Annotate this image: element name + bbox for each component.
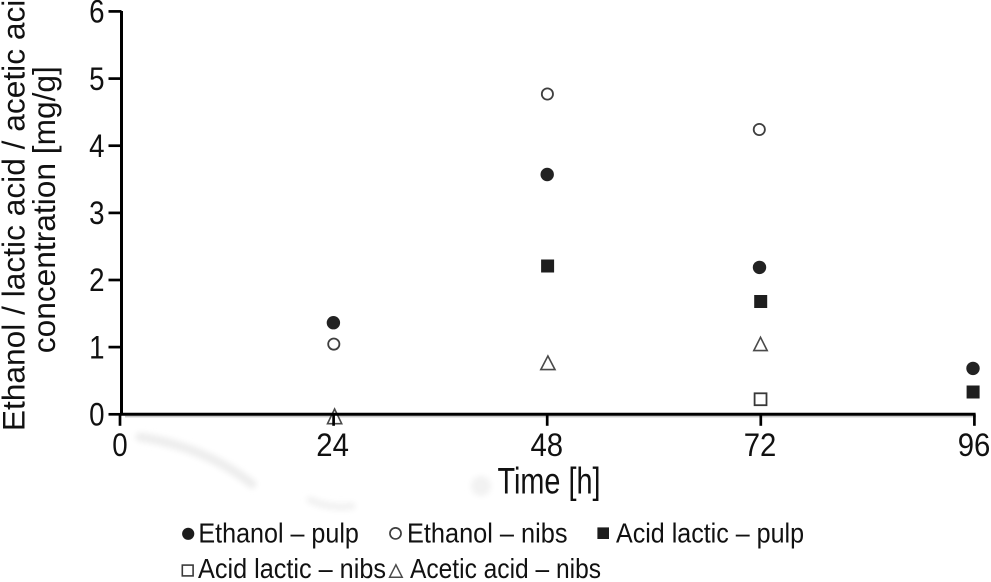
- svg-text:Acid lactic – pulp: Acid lactic – pulp: [616, 517, 804, 548]
- svg-text:concentration [mg/g]: concentration [mg/g]: [26, 66, 62, 353]
- svg-text:4: 4: [89, 128, 104, 164]
- svg-text:24: 24: [316, 427, 349, 463]
- svg-text:0: 0: [112, 427, 127, 463]
- svg-text:5: 5: [89, 61, 104, 97]
- svg-text:48: 48: [531, 427, 564, 463]
- svg-text:3: 3: [89, 195, 104, 231]
- svg-text:Acetic acid – nibs: Acetic acid – nibs: [410, 553, 601, 582]
- svg-text:Ethanol – nibs: Ethanol – nibs: [407, 517, 568, 548]
- svg-text:96: 96: [958, 427, 991, 463]
- svg-text:Acid lactic – nibs: Acid lactic – nibs: [198, 553, 386, 582]
- svg-text:6: 6: [89, 0, 104, 30]
- svg-text:0: 0: [89, 397, 104, 433]
- svg-text:Ethanol / lactic acid / acetic: Ethanol / lactic acid / acetic acid: [0, 0, 32, 431]
- svg-text:Time [h]: Time [h]: [498, 461, 601, 502]
- svg-text:72: 72: [744, 427, 777, 463]
- svg-text:1: 1: [89, 329, 104, 365]
- svg-text:2: 2: [89, 262, 104, 298]
- svg-text:Ethanol – pulp: Ethanol – pulp: [198, 517, 359, 548]
